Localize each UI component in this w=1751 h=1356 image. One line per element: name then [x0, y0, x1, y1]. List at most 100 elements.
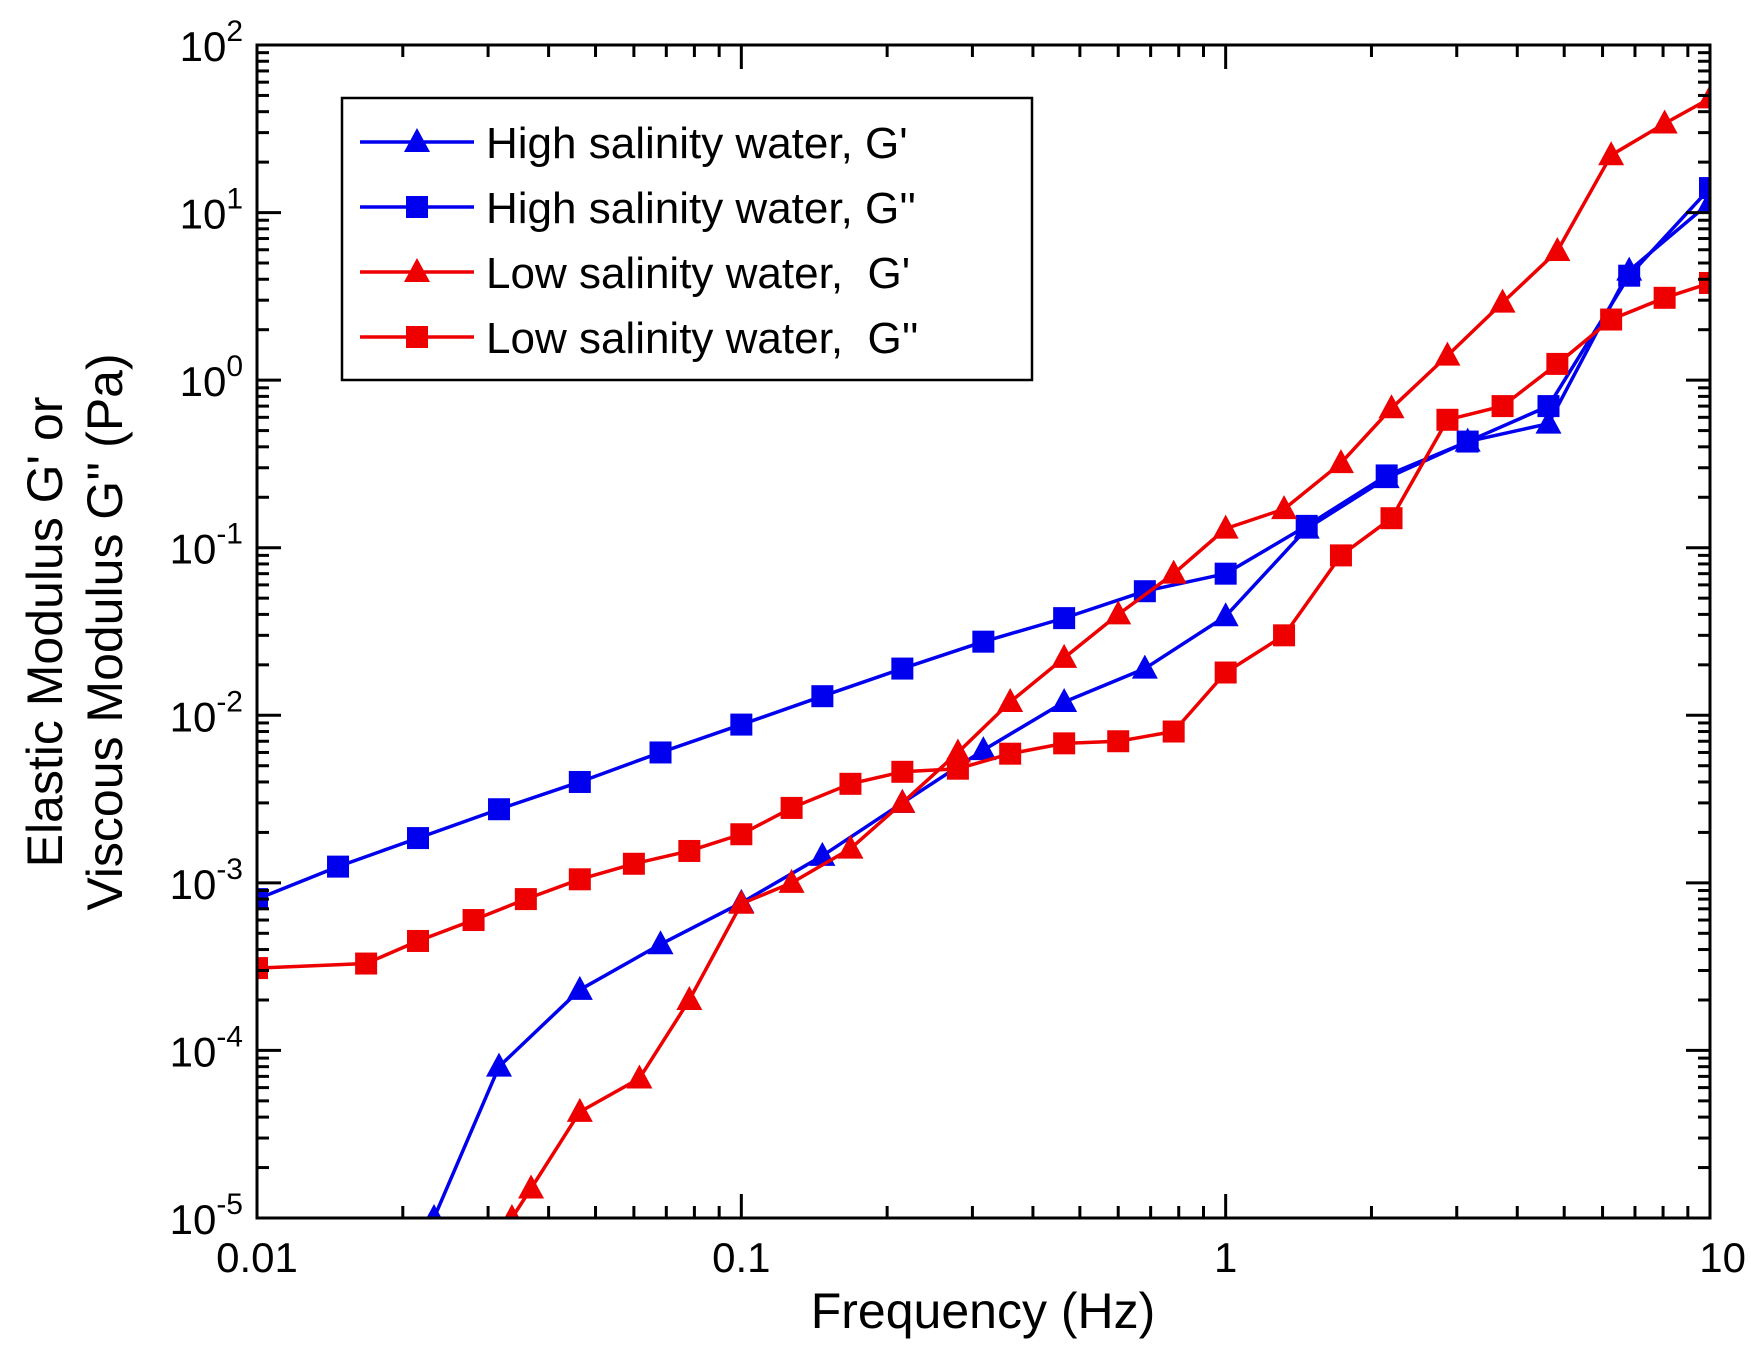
y-axis-title-line1: Elastic Modulus G' or	[17, 397, 73, 868]
data-point-triangle	[518, 1174, 545, 1199]
y-tick-label: 101	[180, 183, 243, 238]
labels-layer: 0.01 0.1 1 10 10-5 10-4 10-3 10-2 10-1 100 101 102	[170, 15, 1746, 1281]
legend-marker	[406, 196, 428, 218]
data-point-square	[1375, 464, 1398, 487]
data-point-triangle	[970, 736, 997, 761]
data-point-square	[355, 952, 378, 975]
data-point-square	[568, 770, 591, 793]
y-tick-label: 10-2	[170, 685, 243, 740]
legend-marker	[406, 326, 428, 348]
data-point-square	[1380, 507, 1403, 530]
data-point-triangle	[1051, 688, 1078, 713]
data-point-triangle	[676, 985, 703, 1010]
legend-item: High salinity water, G''	[360, 184, 916, 233]
data-point-triangle	[809, 841, 836, 866]
data-point-square	[972, 630, 995, 653]
series-3	[257, 271, 1710, 980]
series-layer	[257, 84, 1710, 1218]
data-point-square	[488, 798, 511, 821]
data-point-square	[946, 757, 969, 780]
y-tick-label: 10-3	[170, 853, 243, 908]
data-point-triangle	[728, 889, 755, 914]
data-point-square	[1537, 395, 1560, 418]
data-point-triangle	[1434, 341, 1461, 366]
series-line	[510, 96, 1710, 1218]
data-point-square	[1653, 286, 1676, 309]
legend-marker	[404, 128, 430, 152]
data-point-square	[1107, 730, 1130, 753]
data-point-square	[730, 713, 753, 736]
data-point-square	[1214, 562, 1237, 585]
data-point-square	[407, 929, 430, 952]
data-point-square	[514, 888, 537, 911]
legend-label: Low salinity water, G''	[486, 314, 919, 363]
x-tick-label: 1	[1214, 1234, 1237, 1281]
data-point-square	[1295, 514, 1318, 537]
data-point-triangle	[1131, 654, 1158, 679]
data-point-triangle	[997, 688, 1024, 713]
data-point-triangle	[1378, 394, 1405, 419]
x-tick-label: 10	[1699, 1234, 1746, 1281]
y-axis-title-line2: Viscous Modulus G'' (Pa)	[77, 353, 133, 910]
data-point-triangle	[1212, 514, 1239, 539]
legend: High salinity water, G' High salinity wat…	[340, 96, 1034, 382]
data-point-square	[1699, 177, 1710, 200]
data-point-triangle	[1598, 141, 1625, 166]
data-point-square	[839, 772, 862, 795]
data-point-triangle	[1051, 643, 1078, 668]
data-point-square	[1053, 607, 1076, 630]
legend-item: Low salinity water, G'	[360, 249, 910, 298]
y-tick-label: 10-5	[170, 1188, 243, 1243]
data-point-square	[257, 957, 268, 980]
x-axis-title: Frequency (Hz)	[811, 1283, 1156, 1339]
data-point-square	[1214, 661, 1237, 684]
legend-box	[340, 96, 1034, 382]
data-point-square	[1618, 264, 1641, 287]
data-point-square	[568, 868, 591, 891]
series-1	[257, 177, 1710, 911]
data-point-triangle	[626, 1064, 653, 1089]
data-point-square	[1600, 308, 1623, 331]
legend-item: Low salinity water, G''	[360, 314, 919, 363]
y-tick-label: 10-1	[170, 518, 243, 573]
x-tick-label: 0.1	[712, 1234, 770, 1281]
legend-label: High salinity water, G''	[486, 184, 916, 233]
data-point-triangle	[1535, 409, 1562, 434]
data-point-square	[327, 855, 350, 878]
data-point-square	[1436, 408, 1459, 431]
data-point-square	[811, 685, 834, 708]
data-point-square	[1456, 430, 1479, 453]
y-tick-label: 102	[180, 15, 243, 70]
data-point-triangle	[1160, 559, 1187, 584]
data-point-triangle	[566, 975, 593, 1000]
data-point-square	[622, 852, 645, 875]
x-tick-label: 0.01	[216, 1234, 298, 1281]
data-point-triangle	[1489, 288, 1516, 313]
data-point-triangle	[486, 1052, 513, 1077]
data-point-square	[780, 796, 803, 819]
data-point-triangle	[1271, 495, 1298, 520]
data-point-triangle	[1212, 602, 1239, 627]
legend-label: Low salinity water, G'	[486, 249, 910, 298]
data-point-square	[649, 741, 672, 764]
data-point-square	[1273, 624, 1296, 647]
legend-item: High salinity water, G'	[360, 119, 908, 168]
data-point-square	[1053, 732, 1076, 755]
data-point-triangle	[944, 738, 971, 763]
y-tick-label: 10-4	[170, 1020, 243, 1075]
ticks-layer	[255, 45, 1710, 1220]
data-point-triangle	[566, 1097, 593, 1122]
data-point-triangle	[837, 834, 864, 859]
data-point-square	[1162, 720, 1185, 743]
data-point-triangle	[504, 1204, 520, 1218]
series-line	[257, 281, 1710, 970]
legend-label: High salinity water, G'	[486, 119, 908, 168]
y-tick-label: 100	[180, 350, 243, 405]
data-point-triangle	[1544, 236, 1571, 261]
plot-frame	[255, 43, 1712, 1220]
data-point-triangle	[889, 788, 916, 813]
data-point-square	[1329, 544, 1352, 567]
data-point-square	[1699, 271, 1710, 294]
